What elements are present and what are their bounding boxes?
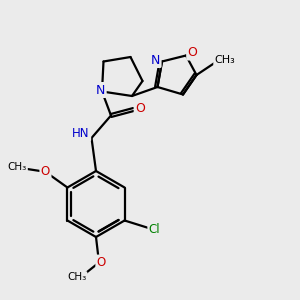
Text: O: O <box>135 101 145 115</box>
Text: HN: HN <box>72 127 90 140</box>
Text: O: O <box>188 46 197 59</box>
Text: N: N <box>96 83 105 97</box>
Text: CH₃: CH₃ <box>7 162 27 172</box>
Text: CH₃: CH₃ <box>67 272 86 283</box>
Text: N: N <box>151 53 160 67</box>
Text: O: O <box>97 256 106 269</box>
Text: Cl: Cl <box>149 223 161 236</box>
Text: O: O <box>41 165 50 178</box>
Text: CH₃: CH₃ <box>214 55 236 65</box>
